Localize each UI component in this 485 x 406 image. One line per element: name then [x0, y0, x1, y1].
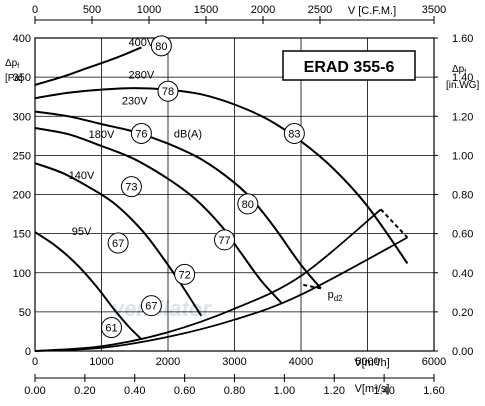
x-lower-tick-label: 1.40	[373, 385, 394, 397]
fan-curve-95V	[34, 231, 143, 340]
x-top-tick-label: 500	[83, 4, 101, 16]
y-right-tick-label: 1.60	[452, 33, 473, 45]
y-left-tick-label: 50	[19, 307, 31, 319]
grid: ventilator	[34, 37, 435, 352]
fan-curve-230V	[34, 110, 322, 290]
x-bottom-tick-label: 2000	[156, 356, 180, 368]
x-top-tick-label: 3500	[422, 4, 446, 16]
db-marker-value: 80	[155, 41, 167, 53]
x-lower-tick-label: 0.80	[224, 385, 245, 397]
y-left-tick-label: 100	[13, 268, 31, 280]
x-bottom-tick-label: 4000	[289, 356, 313, 368]
y-left-tick-label: 300	[13, 111, 31, 123]
x-bottom-tick-label: 6000	[422, 356, 446, 368]
curve-label-280V: 280V	[129, 70, 155, 82]
y-right-tick-label: 1.00	[452, 150, 473, 162]
y-left-axis-unit: [Pa]	[5, 73, 23, 84]
x-top-tick-label: 0	[32, 4, 38, 16]
y-right-tick-label: 0.60	[452, 229, 473, 241]
db-marker-value: 78	[162, 86, 174, 98]
dashed-extension	[300, 283, 322, 290]
db-marker-circle	[120, 176, 142, 198]
db-marker-value: 83	[288, 128, 300, 140]
x-lower-tick-label: 0.00	[24, 385, 45, 397]
chart-title: ERAD 355-6	[304, 59, 395, 76]
x-lower-tick-label: 1.20	[324, 385, 345, 397]
db-marker-value: 72	[179, 269, 191, 281]
x-lower-tick-label: 1.00	[274, 385, 295, 397]
y-left-tick-label: 400	[13, 33, 31, 45]
system-curve-p_d1	[34, 208, 382, 352]
y-right-tick-label: 0.40	[452, 268, 473, 280]
x-lower-tick-label: 1.60	[423, 385, 444, 397]
system-curve-p_d2	[34, 236, 408, 352]
y-right-tick-label: 0.20	[452, 307, 473, 319]
y-left-tick-label: 0	[25, 346, 31, 358]
curve-label-230V: 230V	[122, 96, 148, 108]
y-left-tick-label: 350	[13, 72, 31, 84]
db-marker-value: 67	[112, 238, 124, 250]
curve-label-140V: 140V	[69, 170, 95, 182]
y-left-axis-title: Δpf	[5, 58, 19, 70]
db-unit-label: dB(A)	[174, 128, 202, 140]
db-marker-circle	[174, 263, 196, 285]
x-bottom-tick-label: 5000	[355, 356, 379, 368]
x-lower-tick-label: 0.20	[74, 385, 95, 397]
y-left-tick-label: 250	[13, 150, 31, 162]
db-marker-value: 61	[105, 323, 117, 335]
db-marker-circle	[107, 232, 129, 254]
db-marker-circle	[100, 317, 122, 339]
x-lower-tick-label: 0.40	[124, 385, 145, 397]
x-bottom-axis-title: V[m³/h]	[354, 357, 389, 369]
db-marker-circle	[130, 122, 152, 144]
x-lower-tick-label: 0.60	[174, 385, 195, 397]
curve-label-180V: 180V	[89, 129, 115, 141]
x-top-tick-label: 1500	[194, 4, 218, 16]
y-left-tick-label: 200	[13, 190, 31, 202]
x-top-tick-label: 1000	[137, 4, 161, 16]
x-bottom-tick-label: 1000	[89, 356, 113, 368]
fan-curve-180V	[34, 127, 282, 304]
x-top-tick-label: 2500	[308, 4, 332, 16]
axes: 0 50 100 150 200 250 300 350 400 0.00 0.20 0.40 0.60…	[5, 4, 480, 397]
db-marker-circle	[283, 122, 305, 144]
db-marker-value: 80	[242, 199, 254, 211]
y-right-tick-label: 1.20	[452, 111, 473, 123]
x-top-tick-label: 2000	[251, 4, 275, 16]
x-top-axis-title: V [C.F.M.]	[348, 5, 396, 17]
db-marker-circle	[214, 229, 236, 251]
x-bottom-tick-label: 0	[32, 356, 38, 368]
series-group	[34, 46, 409, 352]
curve-label-95V: 95V	[72, 226, 92, 238]
y-right-tick-label: 0.00	[452, 346, 473, 358]
system-curve-label: pd2	[328, 289, 344, 303]
x-bottom-tick-label: 3000	[222, 356, 246, 368]
fan-curve-280V	[34, 87, 409, 264]
db-marker-value: 76	[135, 128, 147, 140]
model-box	[282, 50, 416, 81]
db-marker-value: 73	[125, 182, 137, 194]
db-marker-value: 77	[218, 235, 230, 247]
y-right-axis-unit: [in.WG]	[446, 80, 480, 91]
db-marker-circle	[157, 80, 179, 102]
db-marker-circle	[140, 295, 162, 317]
db-marker-circle	[150, 35, 172, 57]
y-right-tick-label: 0.80	[452, 190, 473, 202]
labels-group: 400V 280V 230V 180V 140V 95V pd2 80 78 76 dB(A) 73 8…	[69, 35, 416, 339]
curve-label-400V: 400V	[129, 37, 155, 49]
y-right-axis-title: Δpf	[452, 64, 466, 76]
db-marker-circle	[237, 193, 259, 215]
y-right-tick-label: 1.40	[452, 72, 473, 84]
x-lower-axis-title: V[m³/s]	[355, 383, 390, 395]
db-marker-value: 67	[145, 301, 157, 313]
fan-curve-400V	[34, 46, 142, 86]
y-left-tick-label: 150	[13, 229, 31, 241]
